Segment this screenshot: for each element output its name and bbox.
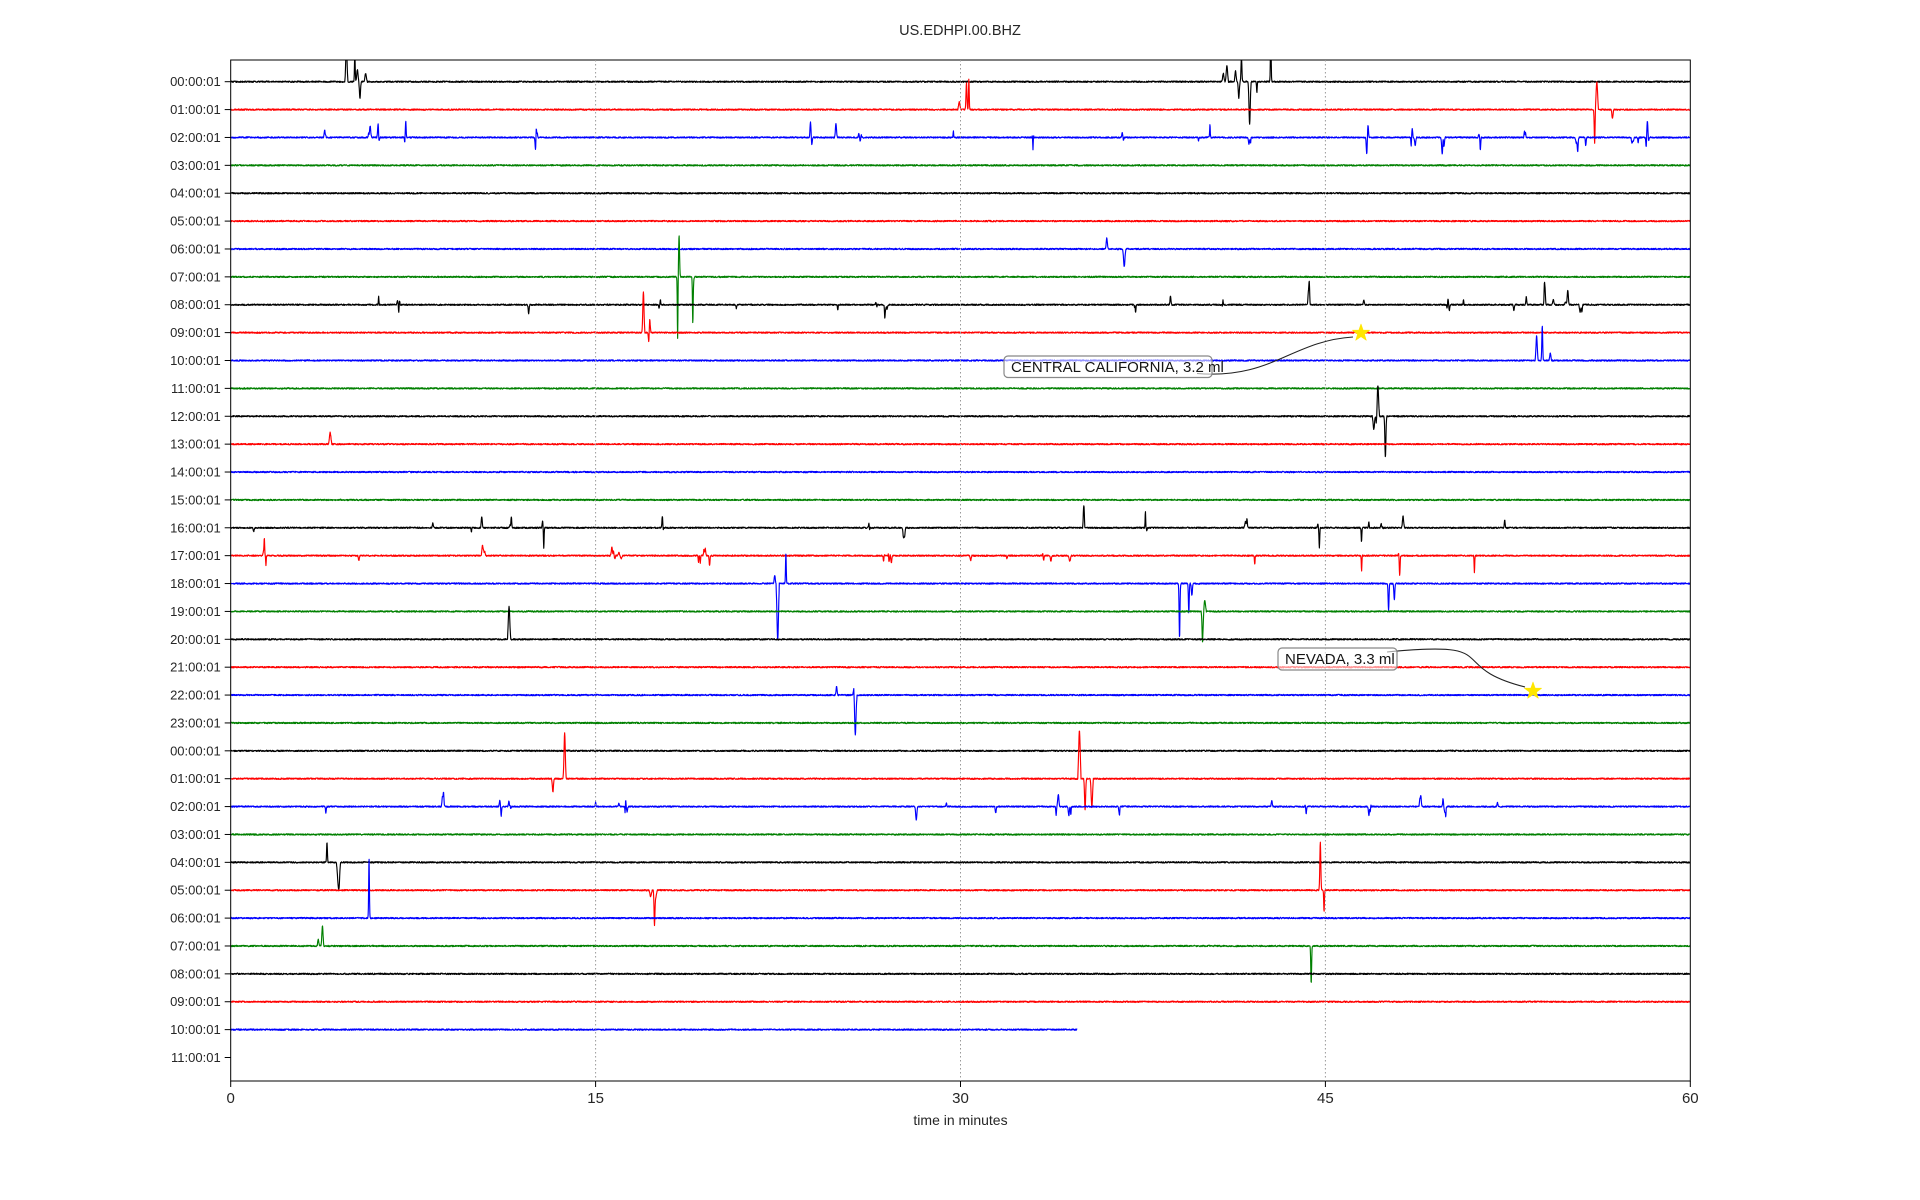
svg-text:18:00:01: 18:00:01 (170, 576, 221, 591)
svg-text:11:00:01: 11:00:01 (171, 381, 221, 396)
svg-text:15:00:01: 15:00:01 (170, 492, 221, 507)
svg-text:04:00:01: 04:00:01 (170, 855, 221, 870)
svg-text:04:00:01: 04:00:01 (170, 186, 221, 201)
svg-text:06:00:01: 06:00:01 (170, 241, 221, 256)
svg-text:10:00:01: 10:00:01 (170, 1022, 221, 1037)
svg-text:time in minutes: time in minutes (913, 1112, 1007, 1128)
svg-text:60: 60 (1682, 1090, 1699, 1107)
svg-text:0: 0 (227, 1090, 235, 1107)
svg-text:00:00:01: 00:00:01 (170, 74, 221, 89)
svg-text:10:00:01: 10:00:01 (170, 353, 221, 368)
svg-text:08:00:01: 08:00:01 (170, 966, 221, 981)
svg-text:05:00:01: 05:00:01 (170, 214, 221, 229)
svg-text:21:00:01: 21:00:01 (170, 660, 221, 675)
svg-text:07:00:01: 07:00:01 (170, 938, 221, 953)
svg-text:30: 30 (952, 1090, 969, 1107)
svg-text:15: 15 (587, 1090, 604, 1107)
svg-text:US.EDHPI.00.BHZ: US.EDHPI.00.BHZ (899, 23, 1021, 39)
svg-text:22:00:01: 22:00:01 (170, 688, 221, 703)
svg-text:13:00:01: 13:00:01 (170, 437, 221, 452)
svg-text:09:00:01: 09:00:01 (170, 994, 221, 1009)
svg-text:12:00:01: 12:00:01 (170, 409, 221, 424)
svg-text:11:00:01: 11:00:01 (171, 1050, 221, 1065)
svg-text:03:00:01: 03:00:01 (170, 158, 221, 173)
svg-text:02:00:01: 02:00:01 (170, 130, 221, 145)
svg-text:45: 45 (1317, 1090, 1334, 1107)
svg-text:02:00:01: 02:00:01 (170, 799, 221, 814)
svg-text:CENTRAL CALIFORNIA, 3.2 ml: CENTRAL CALIFORNIA, 3.2 ml (1011, 359, 1224, 376)
svg-text:08:00:01: 08:00:01 (170, 297, 221, 312)
svg-text:06:00:01: 06:00:01 (170, 911, 221, 926)
svg-text:00:00:01: 00:00:01 (170, 743, 221, 758)
svg-text:19:00:01: 19:00:01 (170, 604, 221, 619)
svg-text:14:00:01: 14:00:01 (170, 465, 221, 480)
svg-text:05:00:01: 05:00:01 (170, 883, 221, 898)
svg-text:23:00:01: 23:00:01 (170, 715, 221, 730)
svg-text:01:00:01: 01:00:01 (170, 771, 221, 786)
svg-text:20:00:01: 20:00:01 (170, 632, 221, 647)
svg-text:16:00:01: 16:00:01 (170, 520, 221, 535)
svg-text:NEVADA, 3.3 ml: NEVADA, 3.3 ml (1285, 651, 1395, 668)
svg-text:01:00:01: 01:00:01 (170, 102, 221, 117)
svg-text:07:00:01: 07:00:01 (170, 269, 221, 284)
svg-text:17:00:01: 17:00:01 (170, 548, 221, 563)
svg-text:09:00:01: 09:00:01 (170, 325, 221, 340)
svg-text:03:00:01: 03:00:01 (170, 827, 221, 842)
